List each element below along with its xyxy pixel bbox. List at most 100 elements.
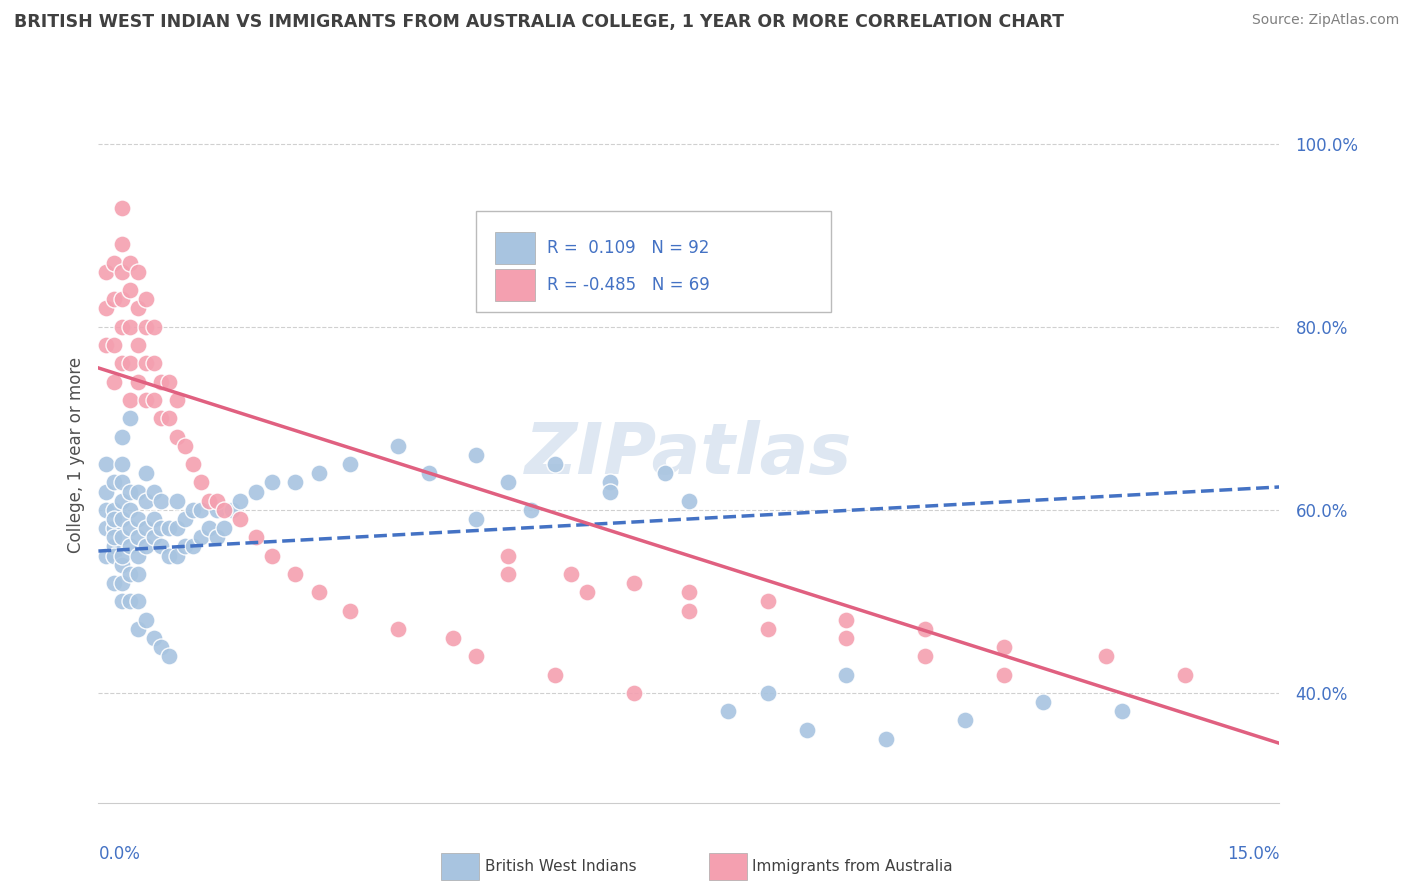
Point: [118, 521, 141, 535]
Point: [127, 530, 149, 544]
Point: [599, 484, 621, 499]
Point: [308, 585, 330, 599]
Point: [150, 493, 173, 508]
Point: [111, 429, 134, 443]
Point: [190, 475, 212, 490]
Point: [111, 201, 134, 215]
Point: [150, 375, 173, 389]
Point: [103, 549, 125, 563]
Point: [387, 622, 409, 636]
Point: [441, 631, 464, 645]
Point: [387, 439, 409, 453]
Point: [111, 265, 134, 279]
Point: [103, 512, 125, 526]
Point: [96, 457, 118, 471]
Point: [914, 622, 936, 636]
Point: [205, 530, 228, 544]
Point: [245, 484, 267, 499]
Point: [465, 512, 488, 526]
Point: [118, 540, 141, 554]
Text: BRITISH WEST INDIAN VS IMMIGRANTS FROM AUSTRALIA COLLEGE, 1 YEAR OR MORE CORRELA: BRITISH WEST INDIAN VS IMMIGRANTS FROM A…: [14, 13, 1064, 31]
Point: [953, 714, 976, 728]
Point: [118, 566, 141, 581]
Point: [135, 540, 157, 554]
Point: [678, 493, 700, 508]
Point: [166, 493, 188, 508]
Point: [118, 283, 141, 297]
Point: [150, 640, 173, 655]
Point: [111, 530, 134, 544]
Point: [118, 255, 141, 269]
Point: [284, 566, 307, 581]
Point: [166, 549, 188, 563]
Point: [103, 540, 125, 554]
Point: [111, 475, 134, 490]
Point: [914, 649, 936, 664]
Text: Source: ZipAtlas.com: Source: ZipAtlas.com: [1251, 13, 1399, 28]
Point: [623, 576, 645, 591]
Point: [623, 686, 645, 700]
Point: [245, 530, 267, 544]
Point: [142, 319, 165, 334]
Point: [599, 475, 621, 490]
Point: [127, 622, 149, 636]
Point: [157, 411, 180, 425]
Point: [127, 549, 149, 563]
Point: [157, 649, 180, 664]
Point: [103, 521, 125, 535]
Point: [756, 622, 779, 636]
Point: [1032, 695, 1054, 709]
Point: [111, 457, 134, 471]
Point: [96, 503, 118, 517]
Point: [214, 521, 236, 535]
Text: ZIPatlas: ZIPatlas: [526, 420, 852, 490]
Point: [796, 723, 818, 737]
Point: [111, 594, 134, 608]
Point: [103, 475, 125, 490]
Point: [190, 503, 212, 517]
Point: [111, 293, 134, 307]
Point: [96, 301, 118, 316]
Point: [103, 576, 125, 591]
Point: [135, 521, 157, 535]
Point: [127, 566, 149, 581]
Point: [678, 585, 700, 599]
Point: [142, 356, 165, 370]
Point: [135, 493, 157, 508]
Point: [575, 585, 598, 599]
Point: [174, 439, 197, 453]
Point: [135, 356, 157, 370]
Point: [560, 566, 582, 581]
Point: [229, 512, 252, 526]
Point: [835, 667, 858, 681]
Point: [127, 338, 149, 352]
Point: [835, 613, 858, 627]
Point: [157, 375, 180, 389]
Point: [96, 521, 118, 535]
Point: [166, 392, 188, 407]
Point: [260, 549, 283, 563]
Point: [111, 549, 134, 563]
Point: [166, 521, 188, 535]
Point: [118, 484, 141, 499]
Point: [496, 475, 519, 490]
Point: [127, 301, 149, 316]
Point: [103, 293, 125, 307]
Point: [111, 576, 134, 591]
Point: [197, 493, 219, 508]
Point: [174, 512, 197, 526]
Point: [150, 521, 173, 535]
Point: [118, 594, 141, 608]
Point: [1111, 704, 1133, 718]
Text: R =  0.109   N = 92: R = 0.109 N = 92: [547, 239, 710, 257]
Point: [284, 475, 307, 490]
Point: [496, 566, 519, 581]
Point: [756, 594, 779, 608]
FancyBboxPatch shape: [495, 232, 536, 264]
FancyBboxPatch shape: [477, 211, 831, 312]
Text: Immigrants from Australia: Immigrants from Australia: [752, 859, 953, 873]
Point: [496, 549, 519, 563]
Point: [135, 467, 157, 481]
Point: [118, 503, 141, 517]
Point: [150, 540, 173, 554]
